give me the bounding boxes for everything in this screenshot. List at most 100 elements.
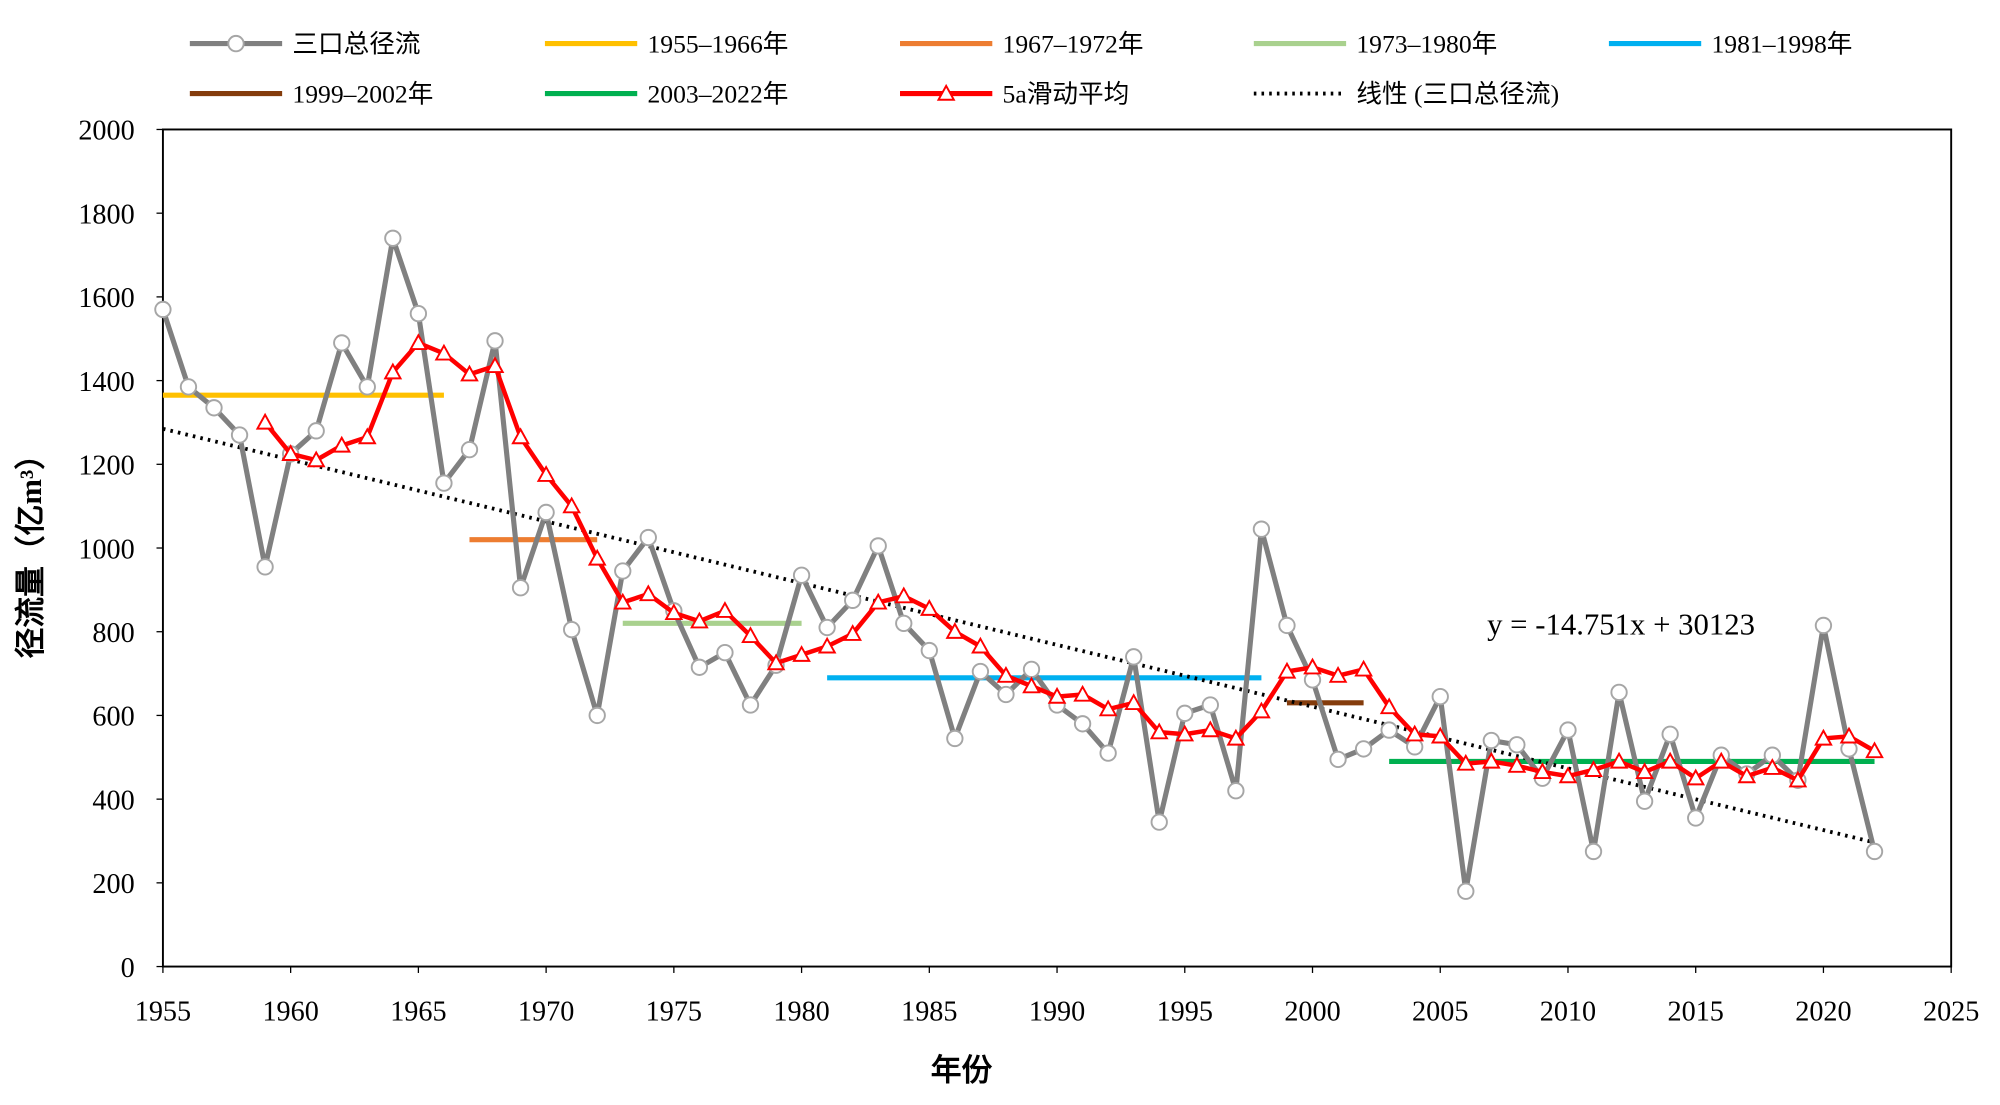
annual-runoff-point	[818, 618, 836, 637]
moving-average-point	[357, 427, 377, 445]
moving-average-point	[1149, 722, 1169, 740]
annual-runoff-point	[588, 706, 606, 725]
annual-runoff-point	[460, 441, 479, 459]
moving-average-point	[919, 599, 939, 616]
moving-average-point	[843, 624, 862, 641]
annual-runoff-point	[997, 685, 1015, 704]
annual-runoff-point	[1865, 842, 1884, 861]
moving-average-point	[894, 586, 914, 604]
x-tick-label: 2005	[1412, 996, 1468, 1027]
x-tick-label: 1995	[1157, 996, 1213, 1027]
moving-average-point	[1737, 766, 1757, 784]
moving-average-point	[817, 636, 837, 654]
annual-runoff-point	[333, 334, 351, 352]
moving-average-point	[1354, 659, 1373, 677]
annual-runoff-point	[1814, 616, 1833, 635]
annual-runoff-point	[1278, 616, 1296, 635]
moving-average-point	[587, 548, 607, 566]
moving-average-point	[281, 444, 300, 461]
moving-average-point	[1814, 728, 1833, 746]
y-tick-label: 400	[92, 785, 134, 816]
annual-runoff-point	[563, 620, 581, 639]
legend-marker-triangle	[936, 83, 956, 101]
annual-runoff-point	[1150, 813, 1168, 831]
moving-average-line	[263, 340, 1876, 783]
moving-average-point	[868, 592, 888, 610]
moving-average-point	[1073, 684, 1092, 702]
x-tick-label: 1960	[262, 996, 318, 1027]
y-tick-label: 2000	[78, 116, 134, 147]
annual-runoff-point	[230, 426, 249, 444]
y-tick-label: 1000	[78, 534, 134, 565]
moving-average-point	[1635, 762, 1654, 780]
annual-runoff-point	[1661, 725, 1679, 743]
annual-runoff-point	[614, 562, 632, 580]
annual-runoff-point	[1508, 736, 1526, 754]
x-tick-label: 2010	[1540, 996, 1596, 1027]
annual-runoff-point	[358, 378, 376, 396]
moving-average-point	[1022, 676, 1041, 694]
y-tick-label: 200	[92, 869, 134, 900]
annual-runoff-point	[971, 662, 990, 681]
annual-runoff-point	[844, 591, 862, 609]
annual-runoff-point	[154, 300, 172, 319]
legend: 三口总径流 1955–1966年 1967–1972年 1973–1980年 1981–…	[189, 30, 1852, 109]
moving-average-point	[434, 343, 454, 361]
x-tick-label: 2025	[1923, 996, 1979, 1027]
annual-runoff-point	[690, 658, 709, 676]
annual-runoff-point	[716, 643, 734, 662]
annual-runoff-point	[1635, 792, 1654, 810]
y-axis-title: 径流量（亿m³）	[14, 439, 48, 658]
moving-average-point	[1226, 728, 1246, 746]
moving-average-point	[996, 665, 1016, 683]
annual-runoff-point	[1022, 660, 1041, 679]
moving-average-point	[1507, 755, 1527, 773]
moving-average-point	[1405, 724, 1425, 742]
plot-frame	[161, 128, 1953, 968]
annual-runoff-point	[307, 422, 325, 440]
moving-average-point	[1763, 758, 1782, 775]
y-tick-label: 1400	[78, 367, 134, 398]
annual-runoff-point	[1482, 731, 1500, 750]
annual-runoff-point	[409, 304, 428, 323]
moving-average-point	[1277, 661, 1297, 679]
moving-average-point	[409, 333, 428, 351]
moving-average-point	[741, 626, 760, 644]
annual-runoff-point	[1610, 683, 1628, 702]
x-tick-label: 2000	[1284, 996, 1340, 1027]
annual-runoff-point	[1201, 696, 1219, 714]
annual-runoff-point	[741, 696, 760, 714]
annual-runoff-point	[1329, 750, 1347, 769]
annual-runoff-point	[486, 332, 504, 350]
moving-average-point	[638, 584, 658, 602]
legend-label: 1999–2002年	[292, 80, 433, 109]
moving-average-point	[613, 592, 633, 610]
annual-runoff-point	[1584, 842, 1603, 861]
trendline-equation: y = -14.751x + 30123	[1487, 608, 1755, 642]
annual-runoff-point	[1840, 740, 1858, 758]
legend-label: 5a滑动平均	[1003, 80, 1130, 109]
moving-average-point	[1328, 665, 1348, 683]
annual-runoff-point	[869, 537, 887, 555]
annual-runoff-point	[256, 558, 274, 576]
x-tick-label: 1965	[390, 996, 446, 1027]
plot-area	[154, 229, 1884, 900]
moving-average-point	[1175, 724, 1195, 742]
annual-runoff-point	[792, 566, 811, 584]
x-tick-label: 1975	[646, 996, 702, 1027]
moving-average-point	[1124, 693, 1144, 710]
moving-average-point	[1098, 699, 1118, 717]
annual-runoff-point	[1099, 744, 1117, 762]
moving-average-point	[1533, 762, 1552, 780]
legend-label: 1973–1980年	[1356, 30, 1497, 59]
annual-runoff-point	[1252, 520, 1271, 538]
legend-label: 2003–2022年	[647, 80, 788, 109]
moving-average-point	[1839, 726, 1859, 744]
moving-average-point	[1482, 751, 1501, 769]
moving-average-point	[1660, 751, 1680, 769]
moving-average-point	[511, 427, 530, 445]
y-tick-label: 800	[92, 618, 134, 649]
moving-average-point	[1303, 657, 1322, 675]
annual-runoff-point	[1227, 782, 1245, 800]
moving-average-point	[1584, 760, 1603, 777]
